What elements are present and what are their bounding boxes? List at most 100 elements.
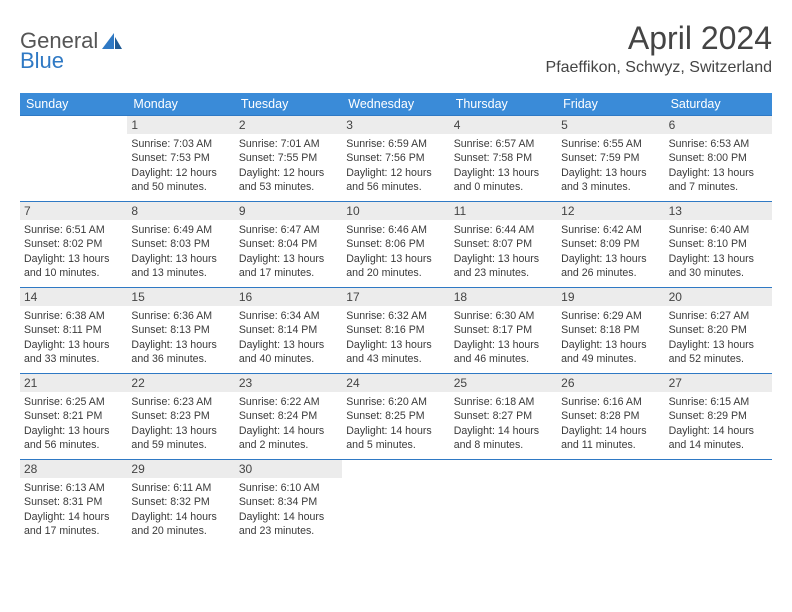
daylight-line: Daylight: 14 hours and 5 minutes.	[346, 424, 445, 453]
sunrise-line: Sunrise: 6:25 AM	[24, 395, 123, 409]
sunset-line: Sunset: 8:32 PM	[131, 495, 230, 509]
day-number: 2	[235, 116, 342, 134]
calendar-grid: SundayMondayTuesdayWednesdayThursdayFrid…	[20, 93, 772, 545]
sunset-line: Sunset: 8:14 PM	[239, 323, 338, 337]
day-number: 30	[235, 460, 342, 478]
sunset-line: Sunset: 8:21 PM	[24, 409, 123, 423]
day-cell: 28Sunrise: 6:13 AMSunset: 8:31 PMDayligh…	[20, 459, 127, 545]
day-number: 29	[127, 460, 234, 478]
sunrise-line: Sunrise: 7:01 AM	[239, 137, 338, 151]
empty-cell	[342, 459, 449, 545]
sunrise-line: Sunrise: 6:20 AM	[346, 395, 445, 409]
sunrise-line: Sunrise: 7:03 AM	[131, 137, 230, 151]
daylight-line: Daylight: 14 hours and 17 minutes.	[24, 510, 123, 539]
daylight-line: Daylight: 13 hours and 36 minutes.	[131, 338, 230, 367]
day-cell: 2 Sunrise: 7:01 AMSunset: 7:55 PMDaylight…	[235, 115, 342, 201]
sunset-line: Sunset: 8:07 PM	[454, 237, 553, 251]
sunrise-line: Sunrise: 6:57 AM	[454, 137, 553, 151]
sunset-line: Sunset: 7:59 PM	[561, 151, 660, 165]
sail-icon	[100, 31, 124, 51]
day-number: 13	[665, 202, 772, 220]
daylight-line: Daylight: 14 hours and 8 minutes.	[454, 424, 553, 453]
sunset-line: Sunset: 8:18 PM	[561, 323, 660, 337]
sunrise-line: Sunrise: 6:32 AM	[346, 309, 445, 323]
daylight-line: Daylight: 13 hours and 17 minutes.	[239, 252, 338, 281]
day-number: 7	[20, 202, 127, 220]
sunrise-line: Sunrise: 6:10 AM	[239, 481, 338, 495]
sunset-line: Sunset: 7:53 PM	[131, 151, 230, 165]
daylight-line: Daylight: 14 hours and 23 minutes.	[239, 510, 338, 539]
day-number: 18	[450, 288, 557, 306]
sunset-line: Sunset: 8:34 PM	[239, 495, 338, 509]
sunrise-line: Sunrise: 6:38 AM	[24, 309, 123, 323]
sunset-line: Sunset: 8:13 PM	[131, 323, 230, 337]
daylight-line: Daylight: 13 hours and 52 minutes.	[669, 338, 768, 367]
day-number: 9	[235, 202, 342, 220]
sunset-line: Sunset: 8:00 PM	[669, 151, 768, 165]
day-number: 24	[342, 374, 449, 392]
daylight-line: Daylight: 13 hours and 40 minutes.	[239, 338, 338, 367]
day-number: 27	[665, 374, 772, 392]
day-number: 21	[20, 374, 127, 392]
day-number: 8	[127, 202, 234, 220]
day-number: 20	[665, 288, 772, 306]
empty-cell	[20, 115, 127, 201]
sunrise-line: Sunrise: 6:59 AM	[346, 137, 445, 151]
day-number: 16	[235, 288, 342, 306]
daylight-line: Daylight: 13 hours and 43 minutes.	[346, 338, 445, 367]
daylight-line: Daylight: 13 hours and 30 minutes.	[669, 252, 768, 281]
day-number: 5	[557, 116, 664, 134]
day-number: 19	[557, 288, 664, 306]
sunrise-line: Sunrise: 6:34 AM	[239, 309, 338, 323]
sunrise-line: Sunrise: 6:13 AM	[24, 481, 123, 495]
daylight-line: Daylight: 12 hours and 56 minutes.	[346, 166, 445, 195]
daylight-line: Daylight: 13 hours and 33 minutes.	[24, 338, 123, 367]
day-number: 4	[450, 116, 557, 134]
sunset-line: Sunset: 7:55 PM	[239, 151, 338, 165]
sunrise-line: Sunrise: 6:44 AM	[454, 223, 553, 237]
day-cell: 16 Sunrise: 6:34 AMSunset: 8:14 PMDayligh…	[235, 287, 342, 373]
title-block: April 2024 Pfaeffikon, Schwyz, Switzerla…	[546, 20, 772, 77]
day-cell: 23Sunrise: 6:22 AMSunset: 8:24 PMDayligh…	[235, 373, 342, 459]
day-number: 3	[342, 116, 449, 134]
sunrise-line: Sunrise: 6:49 AM	[131, 223, 230, 237]
day-cell: 11Sunrise: 6:44 AMSunset: 8:07 PMDayligh…	[450, 201, 557, 287]
daylight-line: Daylight: 13 hours and 49 minutes.	[561, 338, 660, 367]
daylight-line: Daylight: 13 hours and 26 minutes.	[561, 252, 660, 281]
daylight-line: Daylight: 12 hours and 53 minutes.	[239, 166, 338, 195]
day-cell: 14Sunrise: 6:38 AMSunset: 8:11 PMDayligh…	[20, 287, 127, 373]
weekday-header: Friday	[557, 93, 664, 115]
sunset-line: Sunset: 8:20 PM	[669, 323, 768, 337]
sunrise-line: Sunrise: 6:53 AM	[669, 137, 768, 151]
daylight-line: Daylight: 14 hours and 20 minutes.	[131, 510, 230, 539]
day-number: 12	[557, 202, 664, 220]
day-cell: 22Sunrise: 6:23 AMSunset: 8:23 PMDayligh…	[127, 373, 234, 459]
daylight-line: Daylight: 13 hours and 59 minutes.	[131, 424, 230, 453]
weekday-header: Wednesday	[342, 93, 449, 115]
day-number: 23	[235, 374, 342, 392]
weekday-header: Sunday	[20, 93, 127, 115]
daylight-line: Daylight: 13 hours and 20 minutes.	[346, 252, 445, 281]
sunrise-line: Sunrise: 6:27 AM	[669, 309, 768, 323]
month-title: April 2024	[546, 20, 772, 57]
sunrise-line: Sunrise: 6:47 AM	[239, 223, 338, 237]
brand-part2: Blue	[20, 48, 64, 74]
sunrise-line: Sunrise: 6:18 AM	[454, 395, 553, 409]
day-cell: 10Sunrise: 6:46 AMSunset: 8:06 PMDayligh…	[342, 201, 449, 287]
day-cell: 27Sunrise: 6:15 AMSunset: 8:29 PMDayligh…	[665, 373, 772, 459]
daylight-line: Daylight: 13 hours and 23 minutes.	[454, 252, 553, 281]
daylight-line: Daylight: 14 hours and 11 minutes.	[561, 424, 660, 453]
day-number: 1	[127, 116, 234, 134]
day-cell: 24Sunrise: 6:20 AMSunset: 8:25 PMDayligh…	[342, 373, 449, 459]
day-number: 10	[342, 202, 449, 220]
sunset-line: Sunset: 8:28 PM	[561, 409, 660, 423]
sunset-line: Sunset: 8:10 PM	[669, 237, 768, 251]
daylight-line: Daylight: 13 hours and 13 minutes.	[131, 252, 230, 281]
day-cell: 4Sunrise: 6:57 AMSunset: 7:58 PMDaylight…	[450, 115, 557, 201]
day-cell: 5Sunrise: 6:55 AMSunset: 7:59 PMDaylight…	[557, 115, 664, 201]
sunrise-line: Sunrise: 6:36 AM	[131, 309, 230, 323]
day-cell: 6Sunrise: 6:53 AMSunset: 8:00 PMDaylight…	[665, 115, 772, 201]
sunset-line: Sunset: 8:17 PM	[454, 323, 553, 337]
sunset-line: Sunset: 8:29 PM	[669, 409, 768, 423]
sunrise-line: Sunrise: 6:30 AM	[454, 309, 553, 323]
